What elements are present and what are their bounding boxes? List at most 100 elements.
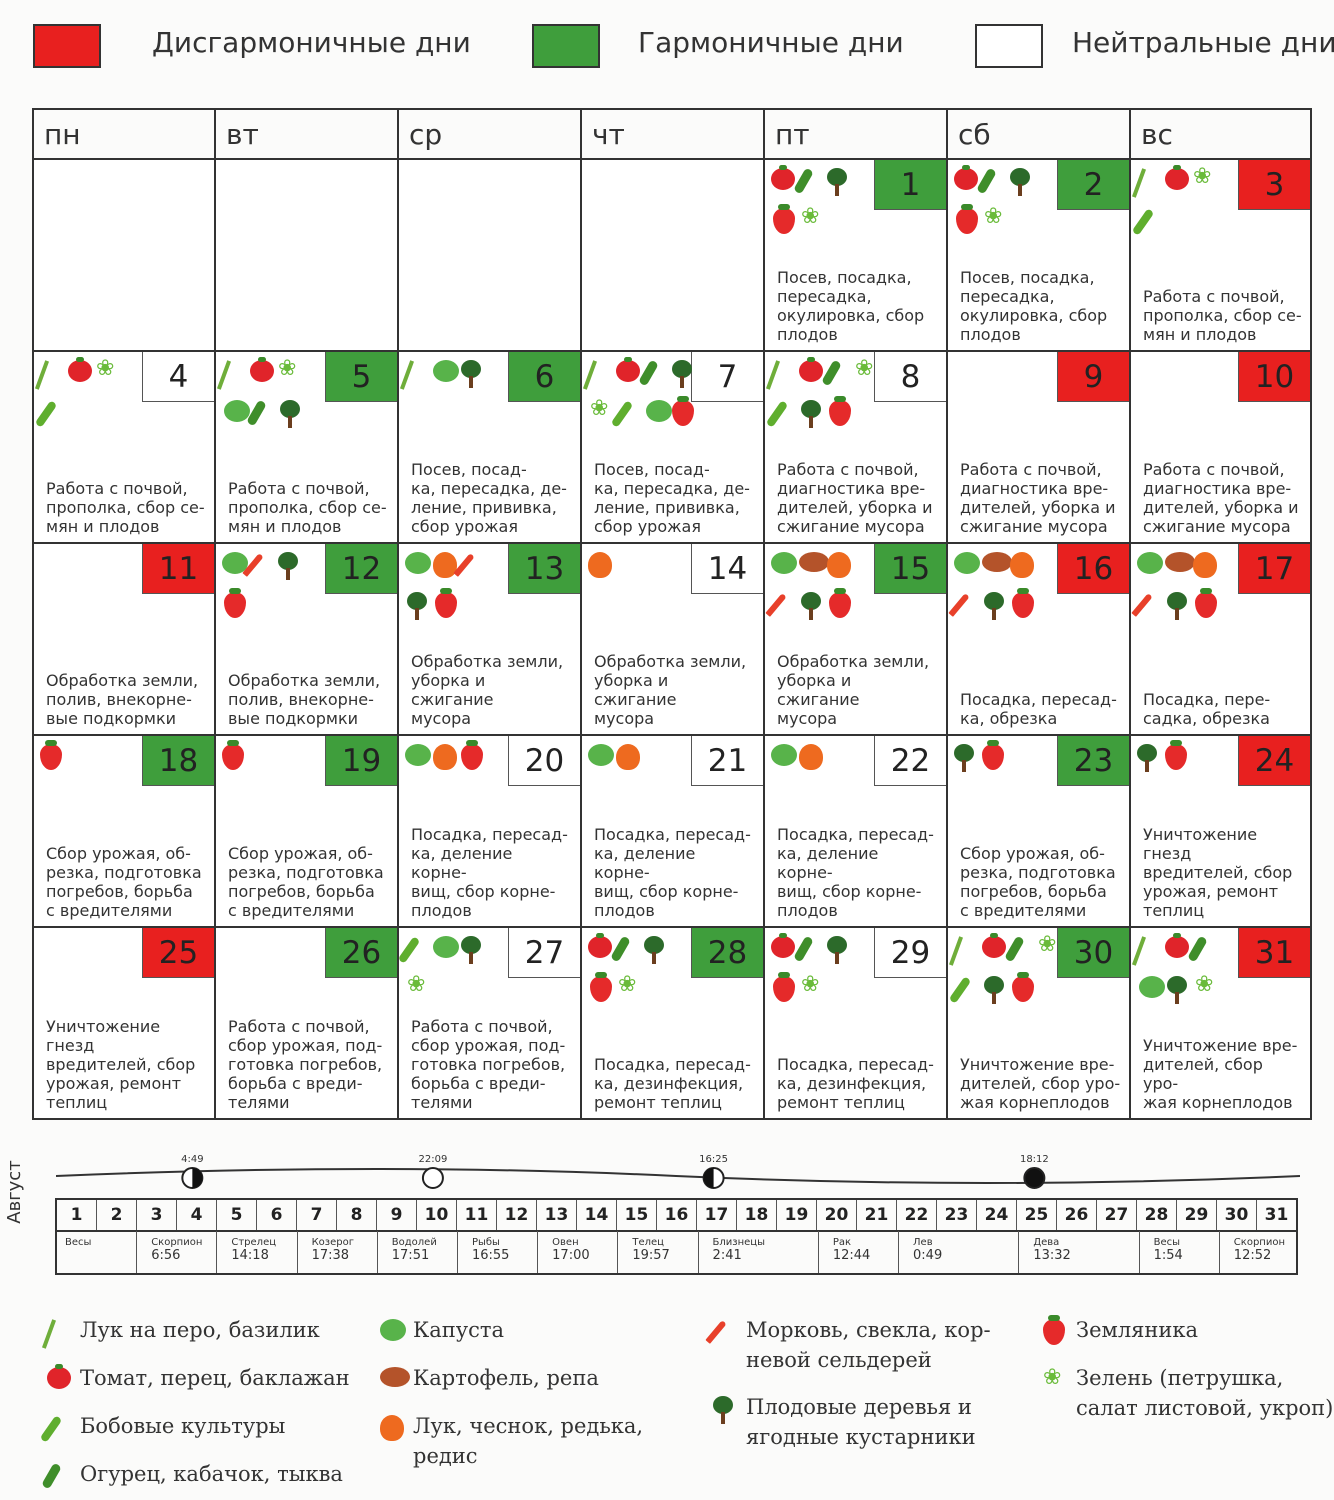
crop-icons [1131,933,1242,1016]
tomato-icon [68,357,92,382]
weekday-header: сб [946,108,1129,160]
day-number: 14 [691,544,763,594]
date-number: 4 [177,1200,217,1230]
date-number: 16 [657,1200,697,1230]
tomato-icon [799,357,823,382]
carrot-icon [948,593,970,617]
moon-shade [192,1168,203,1188]
zodiac-time: 17:51 [391,1248,430,1263]
empty-cell [32,160,214,352]
day-activities: Сбор урожая, об- резка, подготовка погре… [960,844,1116,920]
moon-phase-last-quarter: 16:25 [699,1154,728,1189]
moon-phase-full-moon: 22:09 [419,1154,447,1189]
cabbage-icon [1139,976,1165,998]
day-activities: Посев, посад- ка, пересадка, де- ление, … [594,460,750,536]
legend-item: Капуста [380,1315,504,1345]
tree-icon [461,936,481,964]
zodiac-time: 12:44 [832,1248,871,1263]
moon-timeline: 4:49 22:09 16:25 18:12 [56,1154,1300,1189]
crop-icons [954,165,1059,248]
onion-icon [799,744,823,770]
day-activities: Обработка земли, полив, внекорне- вые по… [228,671,381,728]
tree-icon [801,592,821,620]
day-cell: 29 Посадка, пересад- ка, дезинфекция, рем… [763,928,946,1120]
legend-label: Томат, перец, баклажан [80,1366,350,1390]
day-activities: Посадка, пересад- ка, деление корне- вищ… [411,825,568,920]
legend-bottom: Лук на перо, базилик Томат, перец, баклаж… [0,1295,1334,1495]
tomato-icon [1165,933,1189,958]
straw-icon [222,740,244,770]
day-activities: Посев, посадка, пересадка, окулировка, с… [960,268,1108,344]
crop-icons [399,360,510,440]
legend-label: Лук, чеснок, редька, редис [413,1414,644,1468]
tree-icon [644,936,664,964]
tomato-icon [616,357,640,382]
legend-label: Капуста [413,1318,505,1342]
legend-item: Плодовые деревья и ягодные кустарники [713,1392,976,1452]
neutral-label: Нейтральные дни [1072,26,1334,59]
legend-item: Томат, перец, баклажан [47,1363,350,1393]
tomato-icon [771,933,795,958]
crop-icons [222,936,327,1016]
leek-icon [765,360,781,390]
crop-icons [954,740,1059,824]
day-activities: Обработка земли, уборка и сжигание мусор… [594,652,747,728]
greens-icon [801,204,823,234]
moon-time: 4:49 [181,1154,203,1165]
crop-icons [588,933,693,1016]
greens-icon [96,356,118,386]
crop-icons [40,552,145,632]
day-cell: 7 Посев, посад- ка, пересадка, де- ление,… [580,352,763,544]
greens-icon [278,356,300,386]
day-cell: 23 Сбор урожая, об- резка, подготовка пог… [946,736,1129,928]
day-number: 16 [1057,544,1129,594]
cucumber-icon [638,359,659,387]
day-cell: 25 Уничтожение гнезд вредителей, сбор уро… [32,928,214,1120]
day-cell: 27 Работа с почвой, сбор урожая, под- гот… [397,928,580,1120]
day-number: 19 [325,736,397,786]
crop-icons [771,744,876,824]
zodiac-name: Скорпион [151,1237,203,1248]
date-number: 13 [537,1200,577,1230]
day-activities: Посадка, пересад- ка, деление корне- вищ… [594,825,751,920]
date-number: 25 [1017,1200,1057,1230]
day-activities: Работа с почвой, прополка, сбор се- мян … [1143,287,1302,344]
greens-icon [1195,972,1217,1002]
greens-icon [618,972,640,1002]
straw-icon [1012,972,1034,1002]
straw-icon [435,588,457,618]
crop-icons [405,740,510,824]
day-activities: Уничтожение вре- дителей, сбор уро- жая … [960,1055,1121,1112]
weekday-header: ср [397,108,580,160]
tree-icon [954,744,974,772]
cabbage-icon [1137,552,1163,574]
day-activities: Работа с почвой, сбор урожая, под- готов… [411,1017,566,1112]
day-cell: 5 Работа с почвой, прополка, сбор се- мян… [214,352,397,544]
pea-icon [610,400,634,428]
day-cell: 20 Посадка, пересад- ка, деление корне- в… [397,736,580,928]
day-cell: 8 Работа с почвой, диагностика вре- дител… [763,352,946,544]
cabbage-icon [771,744,797,766]
crop-icons [405,552,510,632]
day-activities: Работа с почвой, диагностика вре- дителе… [777,460,933,536]
day-activities: Уничтожение вре- дителей, сбор уро- жая … [1143,1036,1298,1112]
date-number: 1 [57,1200,97,1230]
cucumber-icon [1187,935,1208,963]
date-number: 7 [297,1200,337,1230]
date-number: 20 [817,1200,857,1230]
day-number: 2 [1057,160,1129,210]
tree-icon [1167,976,1187,1004]
day-cell: 28 Посадка, пересад- ка, дезинфекция, рем… [580,928,763,1120]
crop-icons [399,936,510,1016]
day-number: 18 [142,736,214,786]
crop-icons [765,356,876,440]
onion-icon [1010,552,1034,578]
straw-icon [461,740,483,770]
day-cell: 4 Работа с почвой, прополка, сбор се- мян… [32,352,214,544]
date-number: 15 [617,1200,657,1230]
legend-label: Зелень (петрушка, салат листовой, укроп) [1076,1366,1334,1420]
day-number: 1 [874,160,946,210]
zodiac-name: Весы [65,1237,92,1248]
day-number: 30 [1057,928,1129,978]
day-activities: Посадка, пересад- ка, обрезка [960,690,1117,728]
